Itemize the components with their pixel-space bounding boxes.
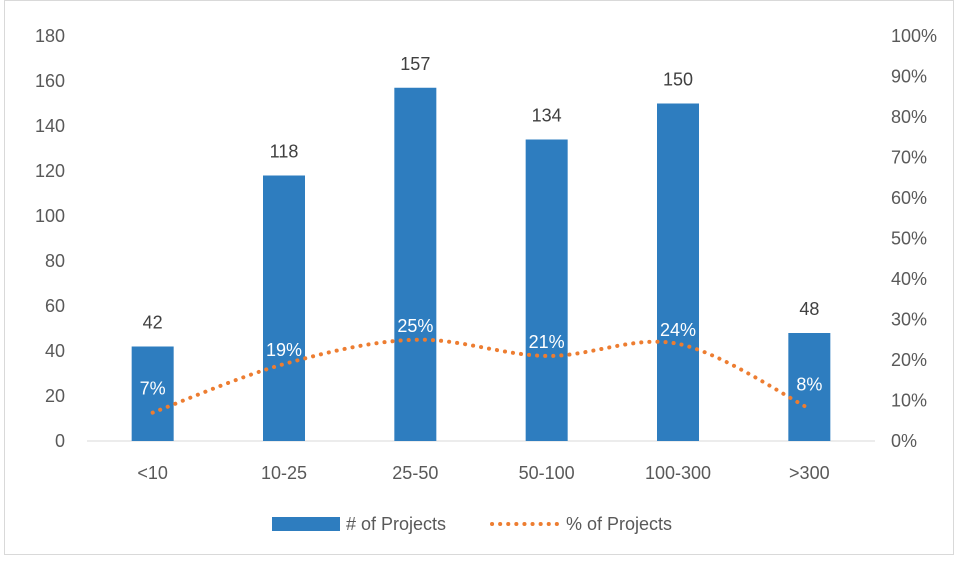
left-axis-tick-label: 0 xyxy=(55,431,65,451)
right-axis-tick-label: 40% xyxy=(891,269,927,289)
percent-value-label: 25% xyxy=(397,316,433,336)
percent-value-label: 8% xyxy=(796,375,822,395)
percent-data-labels: 7% 19% 25% 21% 24% 8% xyxy=(140,316,823,399)
right-axis-tick-label: 0% xyxy=(891,431,917,451)
category-label: 100-300 xyxy=(645,463,711,483)
bar-value-label: 42 xyxy=(143,313,163,333)
right-axis-tick-label: 20% xyxy=(891,350,927,370)
right-axis-tick-label: 100% xyxy=(891,26,937,46)
bar-data-labels: 42 118 157 134 150 48 xyxy=(143,54,820,333)
legend-bar-swatch xyxy=(272,517,340,531)
percent-value-label: 7% xyxy=(140,379,166,399)
percent-value-label: 24% xyxy=(660,320,696,340)
bar xyxy=(394,87,437,441)
bar-value-label: 48 xyxy=(799,299,819,319)
right-axis-tick-label: 60% xyxy=(891,188,927,208)
left-axis-tick-label: 20 xyxy=(45,386,65,406)
left-axis-tick-label: 80 xyxy=(45,251,65,271)
percent-value-label: 19% xyxy=(266,340,302,360)
category-label: >300 xyxy=(789,463,830,483)
legend: # of Projects % of Projects xyxy=(272,514,672,534)
bar xyxy=(131,346,174,441)
category-label: 10-25 xyxy=(261,463,307,483)
right-axis-tick-label: 30% xyxy=(891,310,927,330)
left-axis-tick-label: 40 xyxy=(45,341,65,361)
category-labels: <10 10-25 25-50 50-100 100-300 >300 xyxy=(137,463,829,483)
left-axis-tick-label: 60 xyxy=(45,296,65,316)
bar-value-label: 157 xyxy=(400,54,430,74)
bar-value-label: 118 xyxy=(270,142,299,162)
category-label: 25-50 xyxy=(392,463,438,483)
category-label: 50-100 xyxy=(519,463,575,483)
right-axis-tick-label: 80% xyxy=(891,107,927,127)
right-axis-tick-label: 50% xyxy=(891,229,927,249)
left-axis-tick-label: 180 xyxy=(35,26,65,46)
bar-value-label: 150 xyxy=(663,70,693,90)
legend-bar-label: # of Projects xyxy=(346,514,446,534)
right-axis-tick-label: 90% xyxy=(891,67,927,87)
combo-chart: 0 20 40 60 80 100 120 140 160 180 0% 10% 20% 30% 40% 5… xyxy=(35,26,937,534)
left-axis-tick-label: 140 xyxy=(35,116,65,136)
percent-line xyxy=(150,337,812,415)
category-label: <10 xyxy=(137,463,168,483)
left-axis-ticks: 0 20 40 60 80 100 120 140 160 180 xyxy=(35,26,65,451)
chart-frame: 0 20 40 60 80 100 120 140 160 180 0% 10% 20% 30% 40% 5… xyxy=(4,0,954,555)
left-axis-tick-label: 100 xyxy=(35,206,65,226)
bar xyxy=(525,139,568,441)
right-axis-tick-label: 70% xyxy=(891,148,927,168)
bar-value-label: 134 xyxy=(532,106,562,126)
percent-value-label: 21% xyxy=(529,332,565,352)
bar xyxy=(657,103,699,441)
right-axis-ticks: 0% 10% 20% 30% 40% 50% 60% 70% 80% 90% 100% xyxy=(891,26,937,451)
bar xyxy=(263,175,305,441)
legend-line-label: % of Projects xyxy=(566,514,672,534)
bar-series xyxy=(131,87,831,441)
bar xyxy=(788,333,831,441)
left-axis-tick-label: 120 xyxy=(35,161,65,181)
left-axis-tick-label: 160 xyxy=(35,71,65,91)
right-axis-tick-label: 10% xyxy=(891,391,927,411)
